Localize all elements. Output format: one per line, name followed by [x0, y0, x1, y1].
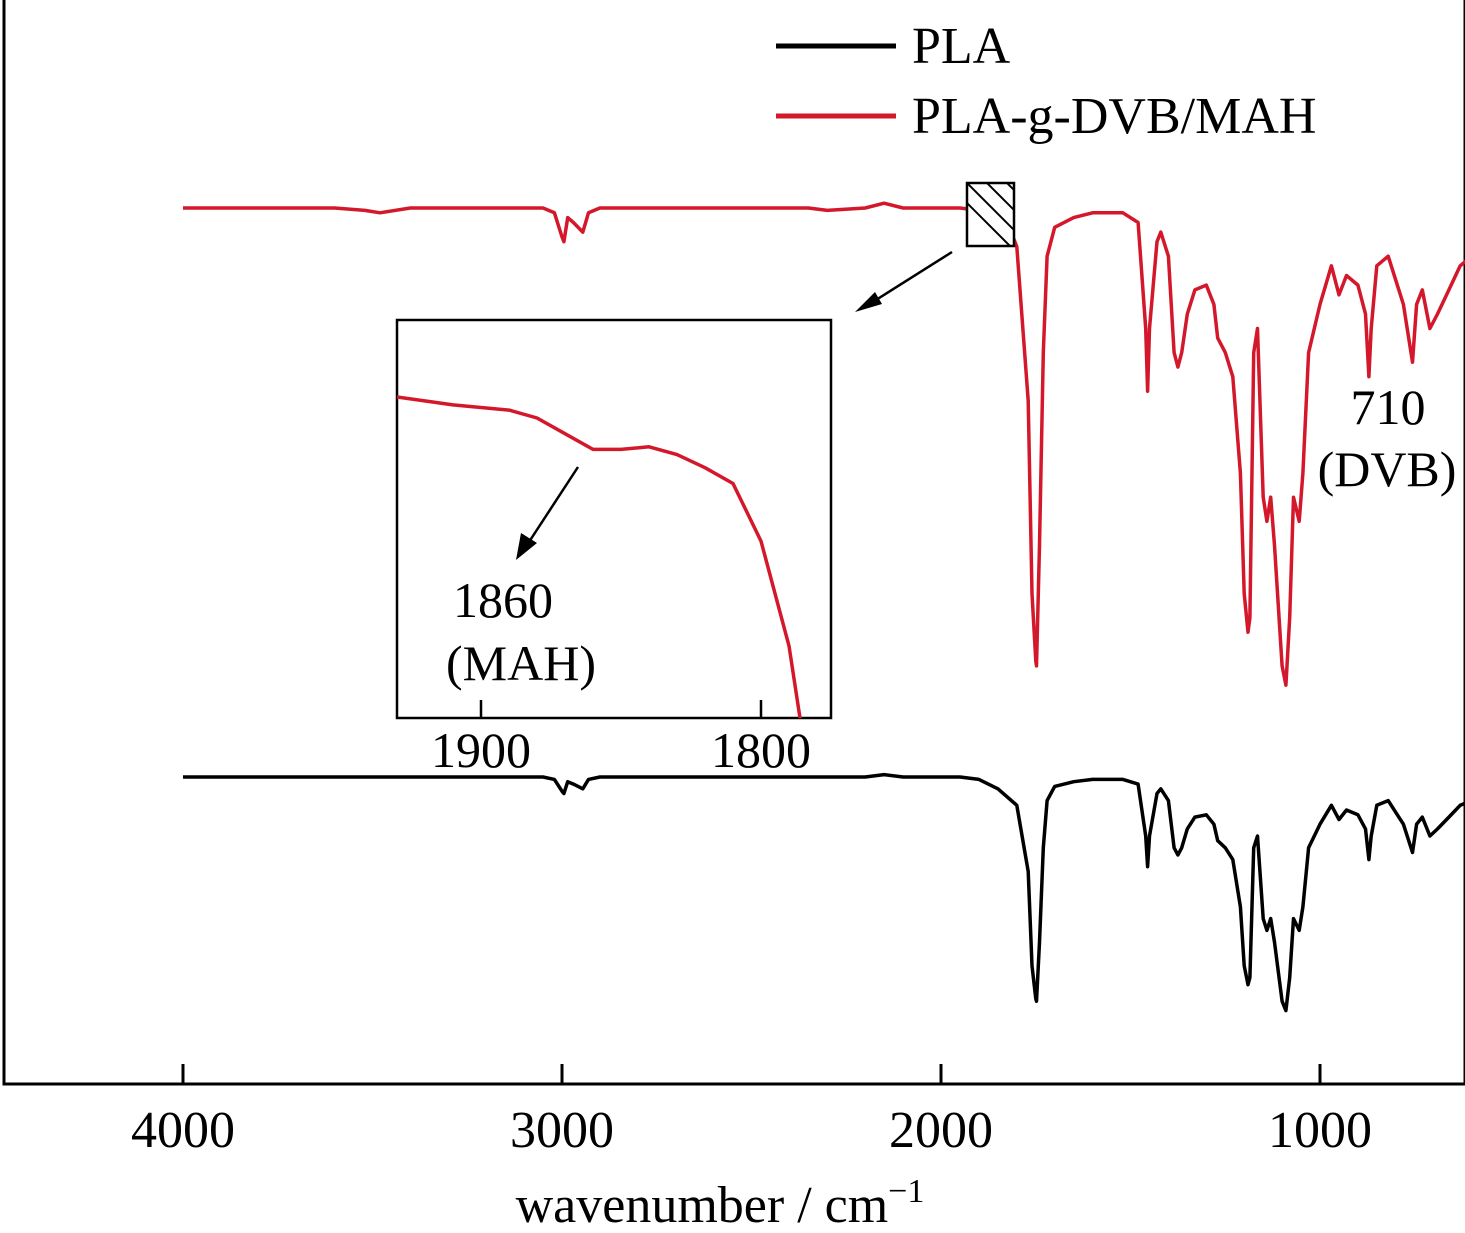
- zoom-hatch-line-1: [967, 183, 1014, 232]
- inset-x-axis: 1900 1800: [431, 700, 811, 778]
- x-tick-label-1000: 1000: [1268, 1102, 1372, 1159]
- inset-x-tick-label-1800: 1800: [711, 722, 811, 778]
- series-line-pla: [183, 772, 1465, 1013]
- zoom-hatch: [967, 183, 1014, 246]
- x-axis: 4000 3000 2000 1000: [131, 1064, 1372, 1159]
- inset-panel: 1900 1800 1860 (MAH): [395, 318, 833, 778]
- zoom-arrow: [855, 250, 953, 312]
- inset-series-line: [397, 395, 802, 718]
- zoom-hatch-line-2: [985, 183, 1014, 212]
- x-axis-title-slash: /: [784, 1177, 824, 1233]
- dvb-annotation-value: 710: [1351, 379, 1426, 435]
- inset-frame: [395, 318, 833, 720]
- dvb-annotation-label: (DVB): [1318, 441, 1457, 497]
- legend-label-pla: PLA: [912, 18, 1011, 75]
- mah-annotation-label: (MAH): [446, 635, 596, 691]
- x-axis-title: wavenumber / cm−1: [516, 1173, 925, 1233]
- x-axis-title-unit-exp: −1: [888, 1173, 924, 1210]
- zoom-box: [965, 181, 1016, 248]
- inset-series-layer: [397, 395, 802, 718]
- legend: PLA PLA-g-DVB/MAH: [776, 18, 1316, 145]
- zoom-arrow-head: [855, 292, 882, 312]
- zoom-region-marker: [965, 181, 1016, 248]
- mah-annotation-value: 1860: [453, 572, 553, 628]
- zoom-hatch-line-3: [967, 201, 1012, 246]
- plot-frame: [2, 0, 1465, 1086]
- mah-arrow-head: [516, 533, 537, 560]
- x-tick-label-2000: 2000: [889, 1102, 993, 1159]
- x-tick-label-4000: 4000: [131, 1102, 235, 1159]
- x-tick-label-3000: 3000: [510, 1102, 614, 1159]
- x-axis-title-unit: cm: [825, 1177, 889, 1233]
- mah-arrow-shaft: [525, 466, 580, 546]
- series-layer: [183, 201, 1465, 1013]
- legend-label-pla-g-dvb-mah: PLA-g-DVB/MAH: [912, 88, 1316, 145]
- series-line-pla-g-dvb-mah: [183, 201, 1465, 687]
- x-axis-title-text: wavenumber: [516, 1177, 785, 1233]
- zoom-arrow-shaft: [867, 250, 953, 307]
- inset-x-tick-label-1900: 1900: [431, 722, 531, 778]
